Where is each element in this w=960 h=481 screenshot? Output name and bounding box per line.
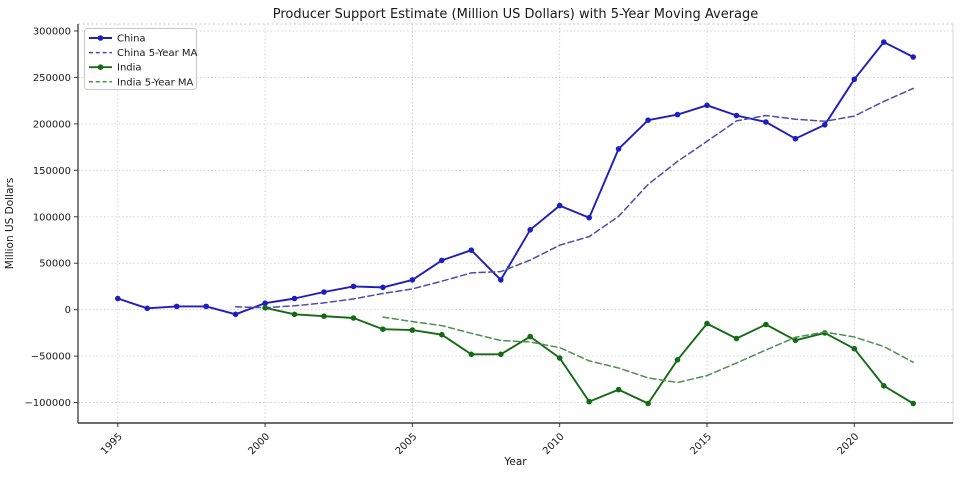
series-point-india	[498, 351, 504, 358]
x-tick-label: 2020	[836, 431, 862, 457]
y-tick-label: 50000	[39, 259, 71, 270]
series-point-china	[645, 117, 651, 123]
series-point-china	[115, 295, 121, 302]
y-tick-label: −100000	[24, 398, 71, 409]
series-point-china	[556, 202, 563, 209]
y-tick-label: 300000	[33, 26, 71, 37]
series-point-china	[586, 214, 592, 221]
series-point-india	[439, 331, 445, 338]
legend-label-india-5-year-ma: India 5-Year MA	[117, 77, 193, 88]
series-point-china	[615, 146, 622, 152]
x-tick-label: 2010	[541, 431, 567, 457]
series-point-india	[321, 313, 327, 320]
series-point-india	[262, 305, 268, 311]
legend-marker-india	[97, 64, 104, 70]
series-point-india	[733, 335, 740, 342]
y-tick-label: 100000	[33, 212, 71, 223]
series-point-china	[468, 247, 475, 253]
x-tick-label: 2015	[688, 431, 714, 457]
series-point-india	[350, 315, 357, 321]
series-point-china	[350, 283, 357, 290]
y-tick-label: 200000	[33, 119, 71, 130]
series-point-india	[910, 400, 916, 407]
series-point-china	[262, 300, 268, 307]
legend-label-china-5-year-ma: China 5-Year MA	[117, 48, 198, 59]
series-point-china	[203, 303, 209, 310]
series-point-china	[910, 54, 916, 60]
series-point-india	[881, 383, 887, 389]
series-point-china	[527, 227, 533, 233]
chart-title: Producer Support Estimate (Million US Do…	[273, 7, 759, 22]
series-point-china	[321, 289, 327, 295]
series-point-china	[173, 303, 180, 310]
legend: China China 5-Year MA India India 5-Year MA	[84, 28, 198, 90]
x-tick-label: 1995	[99, 431, 125, 457]
series-line-india-5-year-ma	[382, 316, 914, 384]
series-point-china	[232, 311, 239, 318]
series-point-china	[792, 135, 799, 142]
series-point-china	[704, 102, 710, 109]
axis-ticks: 1995 2000 2005 2010 2015 2020 −100000 −50000 0 50…	[24, 26, 861, 457]
series-point-india	[468, 351, 475, 358]
x-tick-label: 2005	[394, 431, 420, 457]
series-point-china	[674, 111, 681, 118]
series-point-india	[645, 400, 651, 407]
y-tick-label: 150000	[33, 166, 71, 177]
series-point-china	[144, 305, 150, 312]
y-axis-label: Million US Dollars	[4, 178, 16, 269]
series-point-india	[291, 311, 298, 318]
series-point-china	[733, 112, 740, 119]
series-point-india	[792, 337, 799, 344]
y-tick-label: 0	[65, 305, 71, 316]
grid	[78, 24, 953, 423]
series-point-india	[527, 333, 533, 340]
series-point-india	[763, 321, 769, 328]
series-point-india	[409, 327, 416, 333]
series-point-china	[763, 119, 769, 125]
series-point-china	[409, 277, 416, 283]
series-point-india	[674, 357, 681, 363]
legend-marker-china	[97, 35, 104, 41]
series-point-china	[380, 284, 386, 291]
x-tick-label: 2000	[246, 431, 272, 457]
series-point-china	[439, 257, 445, 264]
series-point-india	[586, 398, 592, 405]
axes-spines	[77, 23, 954, 424]
series-line-india	[264, 306, 915, 405]
series-point-china	[822, 122, 828, 128]
series-point-india	[556, 355, 563, 361]
series-line-china-5-year-ma	[234, 87, 914, 309]
series-point-china	[851, 76, 858, 83]
series-point-india	[380, 326, 386, 333]
x-axis-label: Year	[503, 456, 527, 468]
series-point-india	[851, 345, 858, 352]
y-tick-label: −50000	[31, 352, 71, 363]
legend-label-india: India	[117, 63, 142, 74]
series-point-india	[704, 320, 710, 327]
series-point-china	[498, 277, 504, 283]
series-point-india	[615, 386, 622, 393]
series	[115, 39, 916, 407]
y-tick-label: 250000	[33, 73, 71, 84]
series-point-china	[881, 39, 887, 45]
legend-box	[84, 28, 197, 90]
legend-label-china: China	[117, 34, 146, 45]
series-line-china	[116, 41, 915, 316]
series-point-china	[291, 295, 298, 302]
